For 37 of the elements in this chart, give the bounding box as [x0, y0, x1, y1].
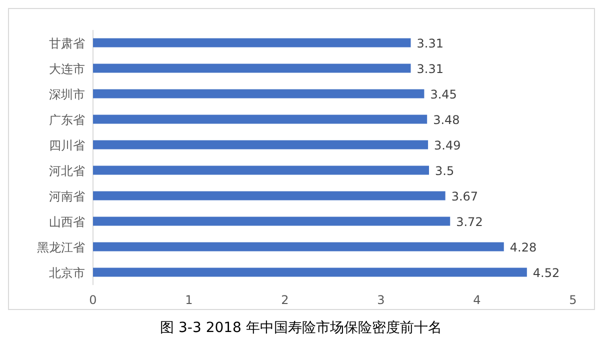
- data-label: 3.48: [433, 112, 460, 127]
- bar: [93, 38, 411, 48]
- bar: [93, 242, 504, 252]
- x-tick-label: 4: [473, 293, 481, 307]
- y-tick-label: 大连市: [49, 62, 85, 76]
- data-label: 3.45: [430, 87, 457, 102]
- y-tick-label: 四川省: [49, 138, 85, 152]
- bar: [93, 140, 428, 150]
- y-tick-label: 山西省: [49, 214, 85, 229]
- bar: [93, 216, 450, 226]
- x-tick-label: 3: [377, 293, 385, 307]
- bar: [93, 166, 429, 175]
- y-tick-label: 北京市: [49, 266, 85, 280]
- x-tick-label: 0: [89, 293, 97, 307]
- data-label: 3.5: [435, 164, 454, 178]
- bar: [93, 191, 446, 200]
- x-tick-label: 1: [185, 293, 193, 307]
- x-tick-label: 5: [569, 293, 577, 307]
- data-label: 3.31: [416, 62, 444, 76]
- y-tick-label: 黑龙江省: [37, 240, 85, 254]
- y-tick-label: 广东省: [49, 112, 85, 127]
- bar: [93, 89, 424, 98]
- data-label: 3.31: [416, 36, 444, 50]
- x-tick-label: 2: [281, 293, 289, 307]
- text: 图 3-3 2018 年中国寿险市场保险密度前十名: [160, 320, 442, 336]
- y-tick-label: 深圳市: [49, 87, 85, 102]
- bar: [93, 268, 527, 277]
- y-tick-label: 河南省: [49, 189, 85, 204]
- bar: [93, 114, 428, 124]
- y-tick-label: 河北省: [49, 164, 85, 178]
- data-label: 3.72: [456, 214, 483, 229]
- data-label: 3.49: [434, 138, 461, 152]
- data-label: 3.67: [451, 189, 478, 204]
- data-label: 4.28: [510, 240, 537, 254]
- y-tick-label: 甘肃省: [49, 36, 85, 50]
- bar: [93, 64, 411, 73]
- data-label: 4.52: [532, 266, 560, 280]
